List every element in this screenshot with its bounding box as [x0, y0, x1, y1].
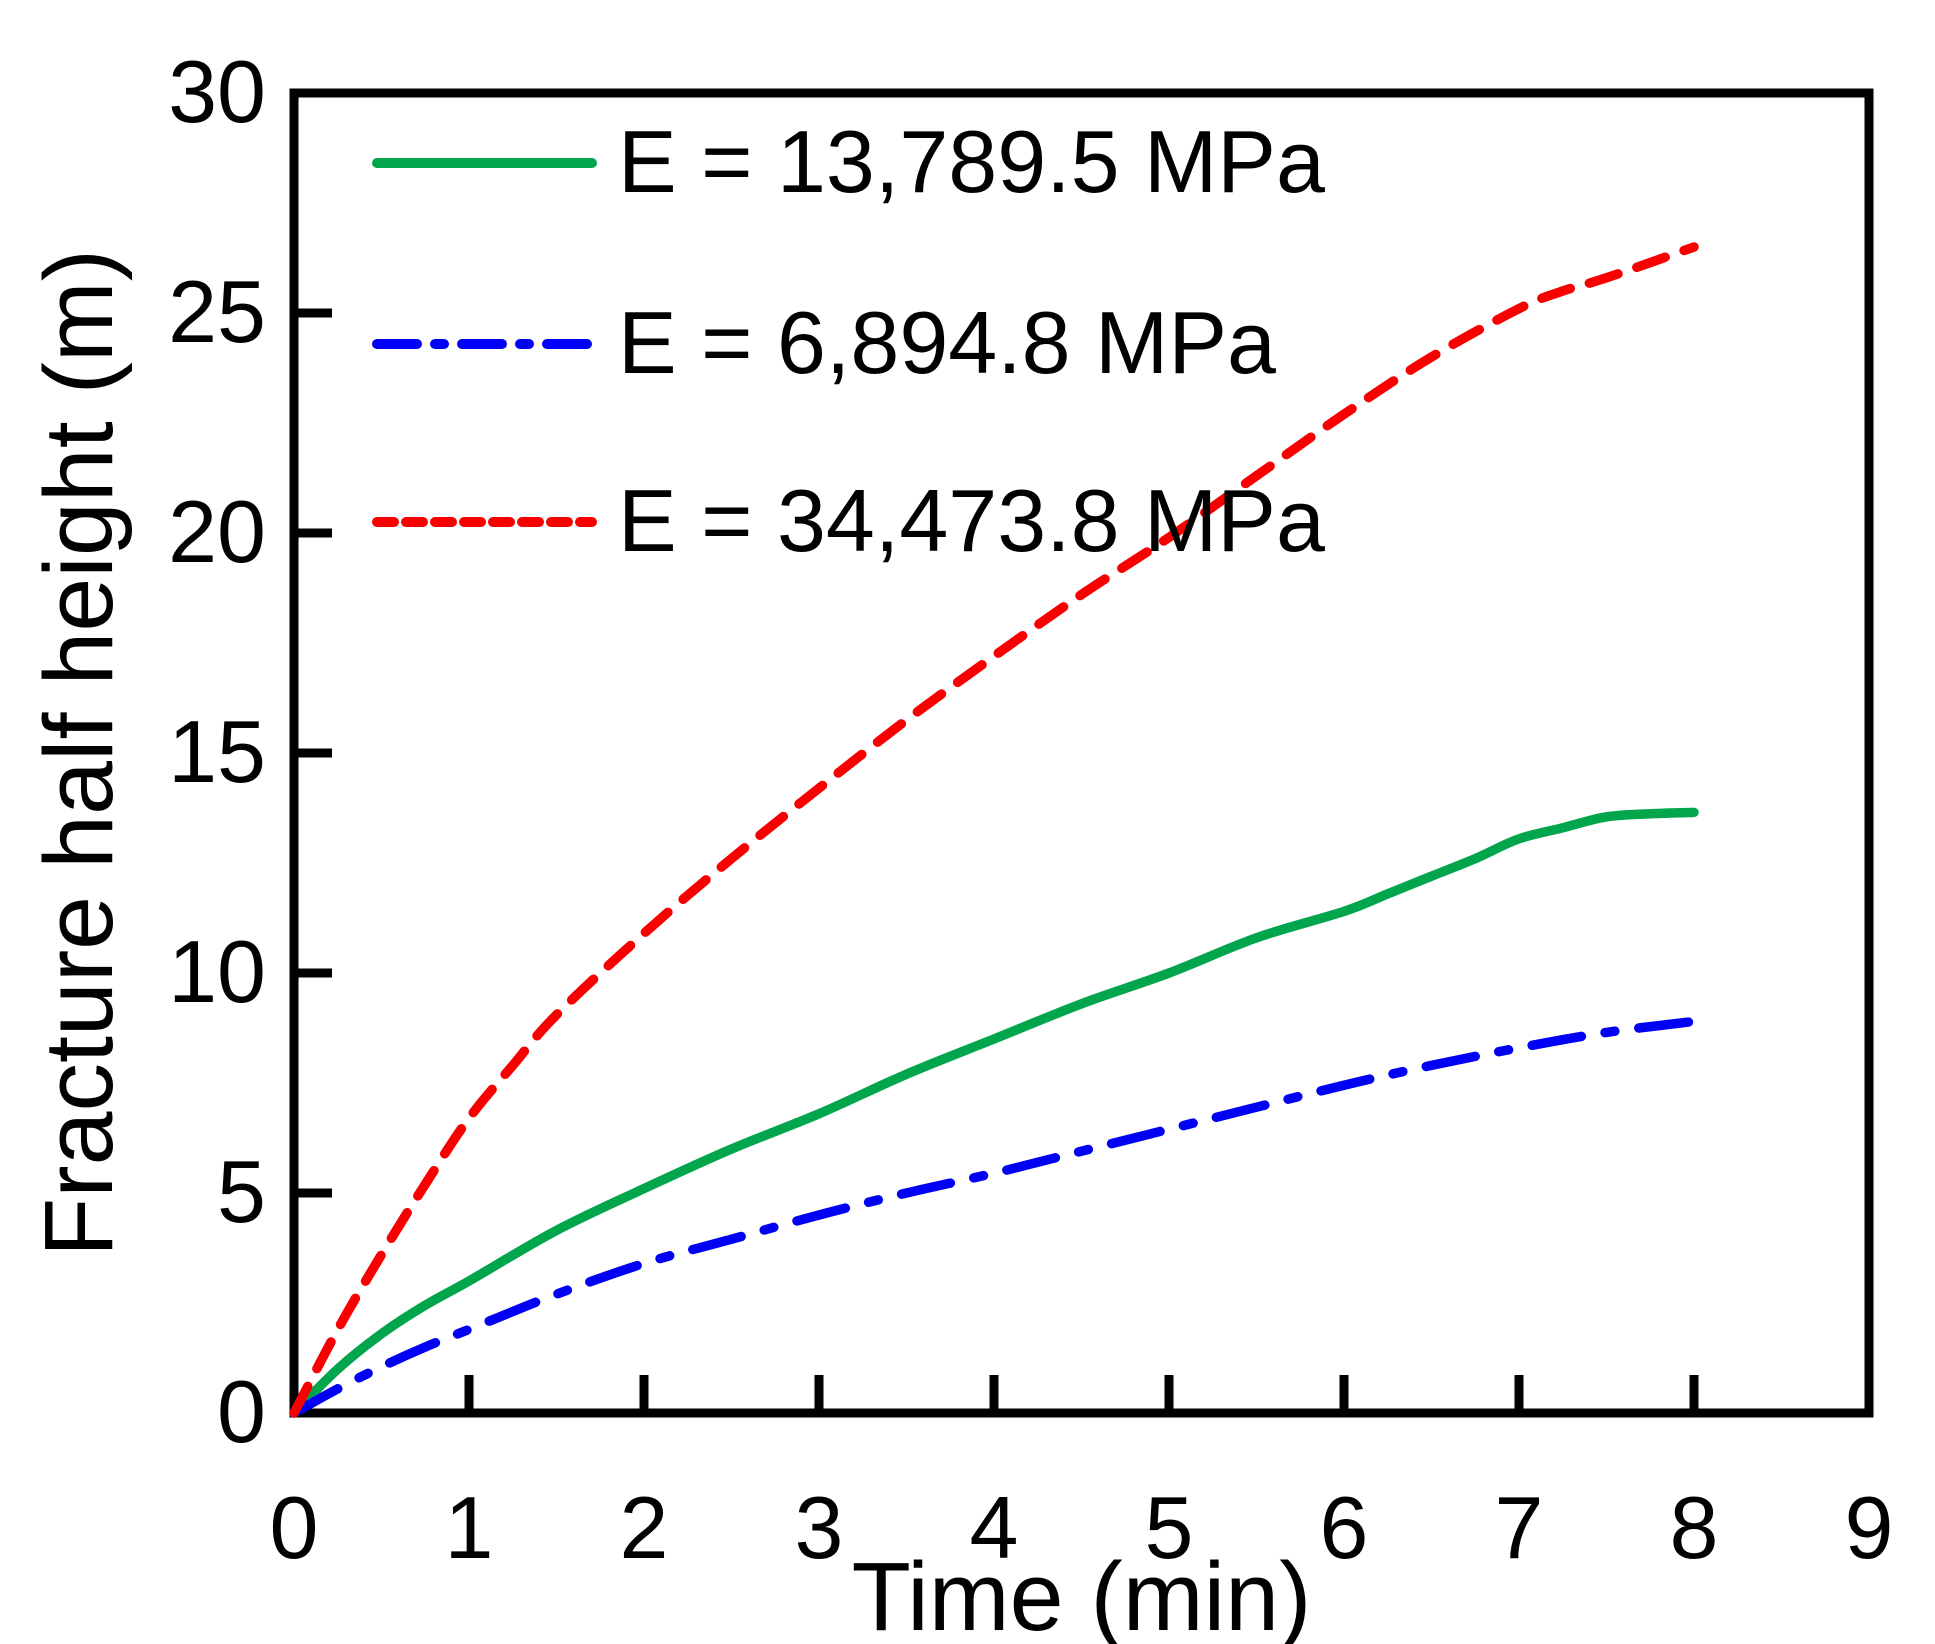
x-tick-label: 7: [1495, 1478, 1544, 1577]
x-tick-label: 6: [1320, 1478, 1369, 1577]
legend-item: E = 34,473.8 MPa: [372, 471, 1325, 570]
legend: E = 13,789.5 MPa E = 6,894.8 MPa E = 34,47…: [372, 112, 1325, 570]
x-tick-label: 3: [795, 1478, 844, 1577]
y-tick-label: 15: [168, 702, 266, 801]
x-tick-label: 1: [445, 1478, 494, 1577]
y-axis-title: Fracture half height (m): [24, 249, 133, 1257]
axis-titles: Time (min) Fracture half height (m): [24, 249, 1311, 1644]
plot-border: [289, 88, 1874, 1418]
y-tick-label: 10: [168, 922, 266, 1021]
x-axis-title: Time (min): [852, 1542, 1312, 1644]
y-tick-label: 25: [168, 262, 266, 361]
series-line-1: [289, 1016, 1699, 1418]
series-line-0: [289, 807, 1699, 1418]
x-tick-label: 4: [970, 1478, 1019, 1577]
legend-label: E = 6,894.8 MPa: [618, 293, 1276, 392]
legend-item: E = 13,789.5 MPa: [372, 112, 1325, 211]
axis-ticks: [294, 308, 1699, 1413]
x-tick-label: 0: [270, 1478, 319, 1577]
legend-label: E = 13,789.5 MPa: [618, 112, 1325, 211]
legend-label: E = 34,473.8 MPa: [618, 471, 1325, 570]
y-tick-label: 30: [168, 42, 266, 141]
y-tick-label: 0: [217, 1362, 266, 1461]
y-tick-label: 5: [217, 1142, 266, 1241]
series-line-2: [289, 242, 1699, 1418]
legend-item: E = 6,894.8 MPa: [372, 293, 1276, 392]
x-tick-label: 2: [620, 1478, 669, 1577]
plot-frame: [289, 88, 1874, 1418]
axis-tick-labels: 0 1 2 3 4 5 6 7 8 9 0 5 10 15 20 25 30: [168, 42, 1893, 1577]
x-tick-label: 9: [1845, 1478, 1894, 1577]
x-tick-label: 8: [1670, 1478, 1719, 1577]
x-tick-label: 5: [1145, 1478, 1194, 1577]
data-series: [289, 242, 1699, 1418]
y-tick-label: 20: [168, 482, 266, 581]
